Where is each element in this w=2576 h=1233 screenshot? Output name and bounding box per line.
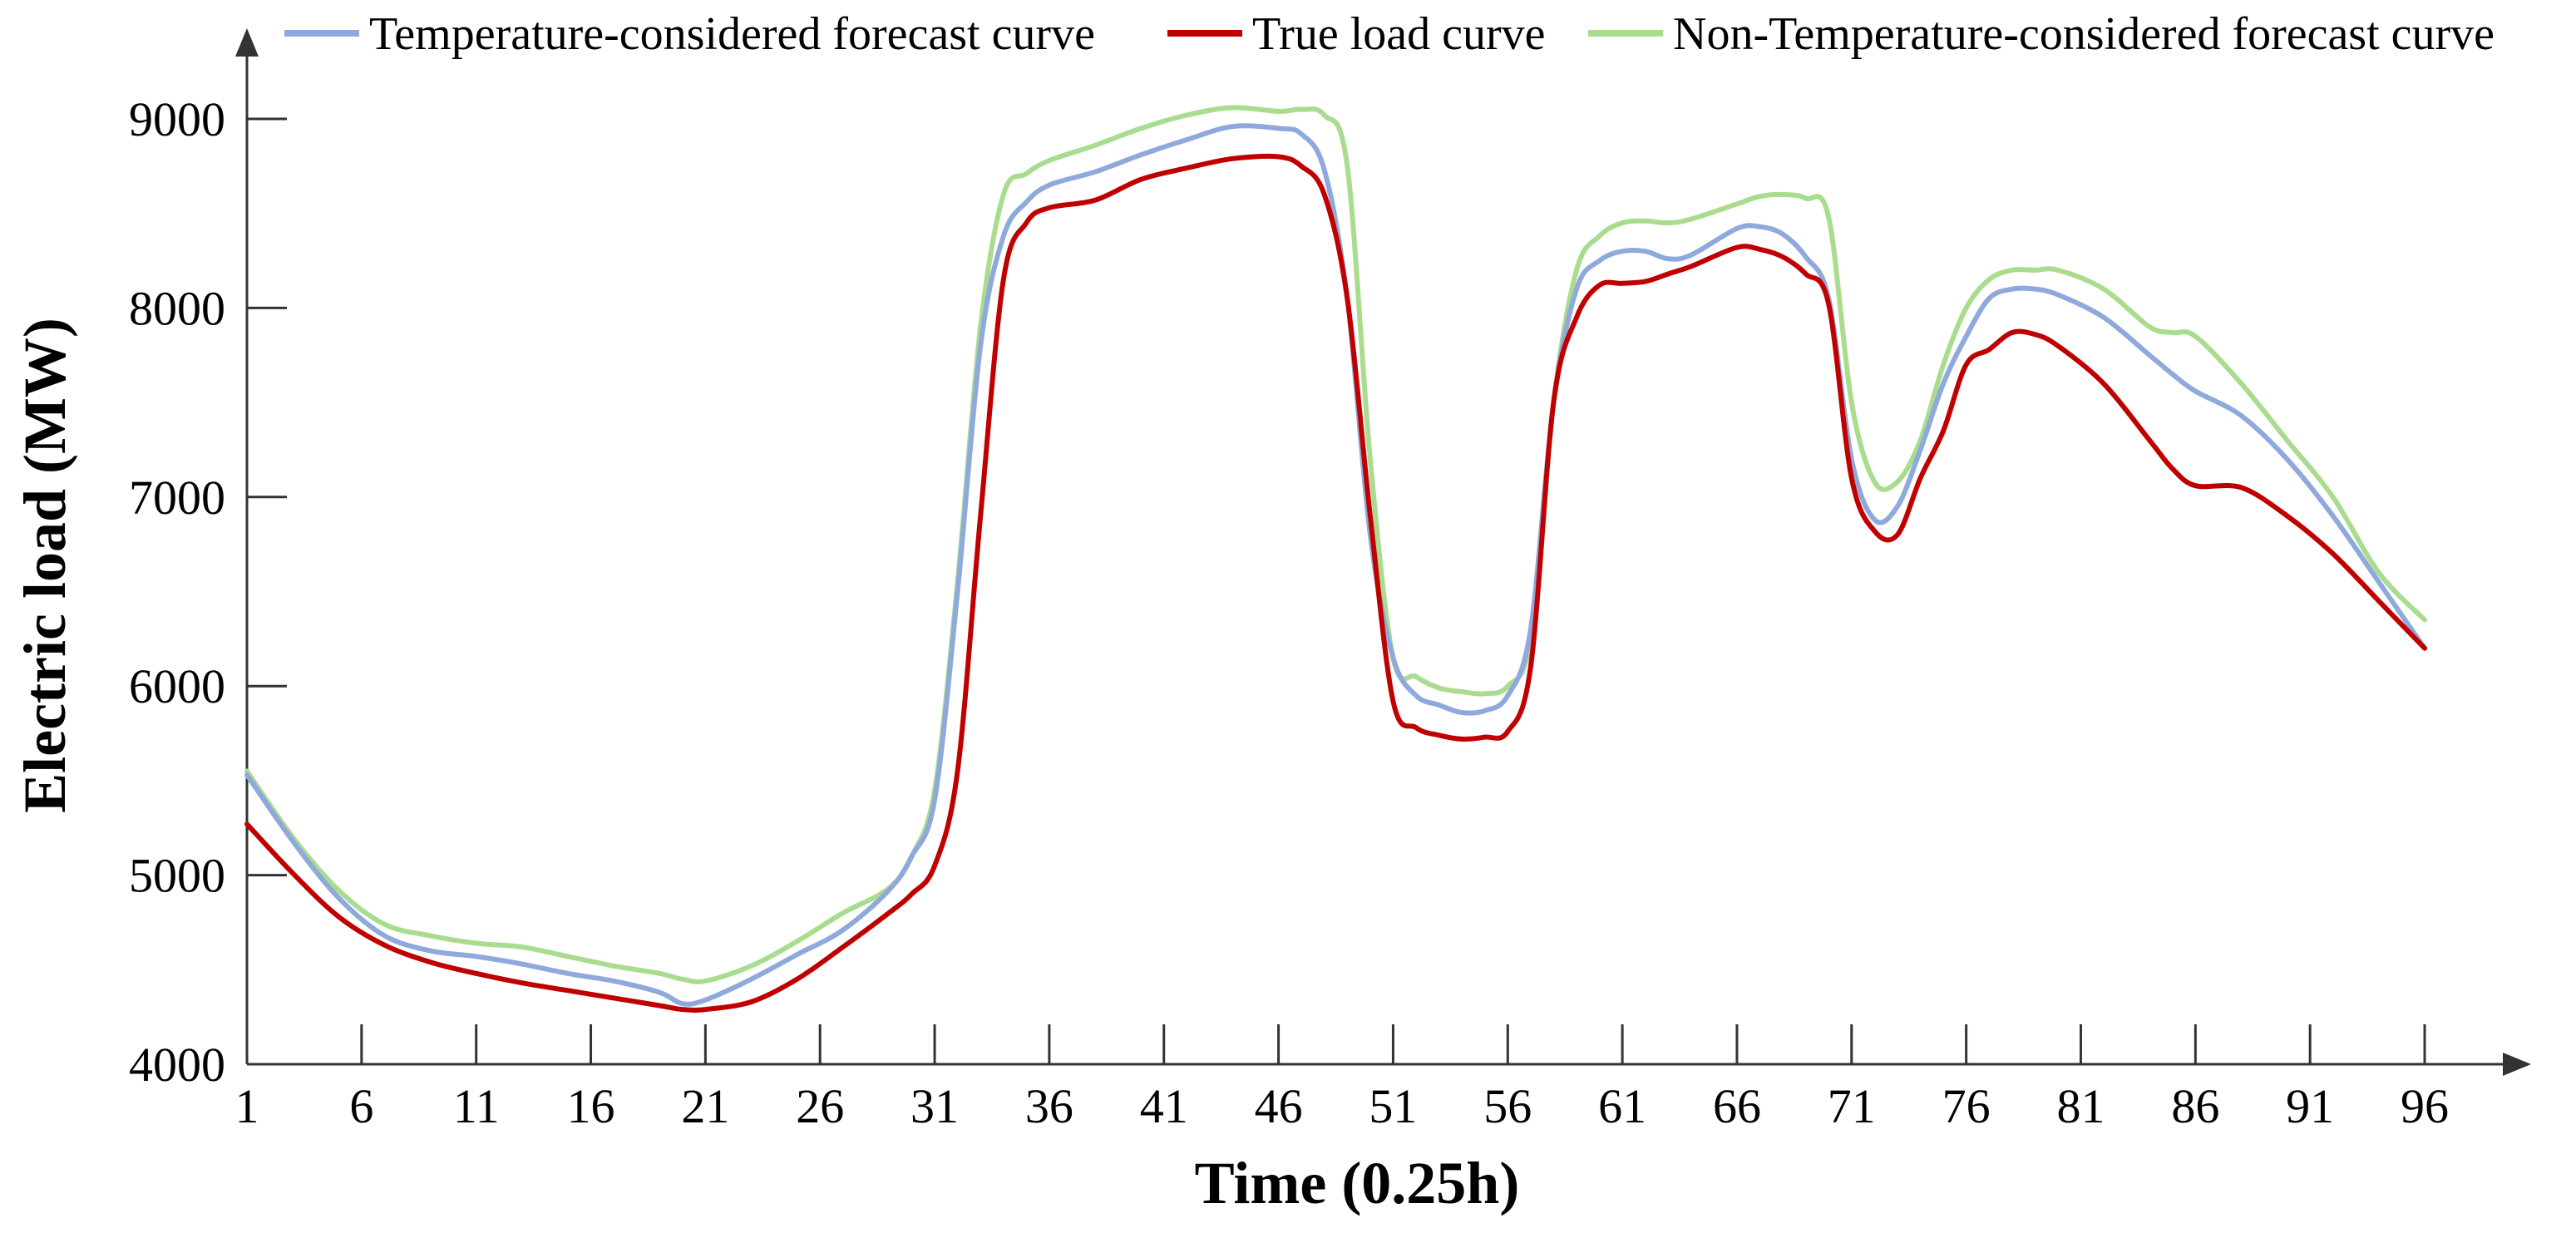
x-tick-label: 6 [349,1079,373,1133]
x-tick-label: 96 [2401,1079,2449,1133]
x-tick-label: 66 [1713,1079,1761,1133]
legend: Temperature-considered forecast curve Tru… [284,8,2495,60]
x-axis-arrow [2503,1053,2531,1076]
series-line-non-temperature-considered-forecast-curve [244,105,2427,984]
y-tick-label: 7000 [129,471,225,525]
x-tick-label: 71 [1828,1079,1876,1133]
x-tick-label: 11 [453,1079,500,1133]
y-axis-title: Electric load (MW) [12,318,78,813]
legend-label-non-temperature-considered-forecast-curve: Non-Temperature-considered forecast curv… [1673,8,2495,60]
x-tick-label: 81 [2056,1079,2105,1133]
y-tick-label: 6000 [129,659,225,713]
y-ticks: 4000 5000 6000 7000 8000 9000 [129,92,287,1092]
x-tick-label: 86 [2171,1079,2219,1133]
x-tick-label: 16 [567,1079,615,1133]
axes [235,28,2531,1076]
y-tick-label: 8000 [129,281,225,335]
legend-label-temperature-considered-forecast-curve: Temperature-considered forecast curve [369,8,1095,60]
x-tick-label: 26 [796,1079,844,1133]
x-tick-label: 41 [1140,1079,1188,1133]
legend-label-true-load-curve: True load curve [1252,8,1546,60]
x-tick-label: 21 [681,1079,729,1133]
y-tick-label: 9000 [129,92,225,146]
x-tick-label: 76 [1942,1079,1991,1133]
x-tick-label: 61 [1598,1079,1646,1133]
x-tick-label: 31 [910,1079,959,1133]
y-tick-label: 5000 [129,849,225,903]
y-tick-label: 4000 [129,1038,225,1092]
x-tick-label: 91 [2286,1079,2334,1133]
series-line-temperature-considered-forecast-curve [244,123,2427,1007]
x-ticks: 1 6 11 16 21 26 31 36 41 46 51 56 61 66 71 76 81 86 91 96 [235,1024,2449,1133]
y-axis-arrow [235,28,259,57]
series-line-true-load-curve [244,153,2427,1013]
x-tick-label: 46 [1255,1079,1303,1133]
x-tick-label: 1 [235,1079,259,1133]
x-tick-label: 36 [1025,1079,1073,1133]
x-tick-label: 56 [1483,1079,1532,1133]
x-axis-title: Time (0.25h) [1195,1150,1520,1216]
series [244,105,2427,1013]
x-tick-label: 51 [1369,1079,1417,1133]
